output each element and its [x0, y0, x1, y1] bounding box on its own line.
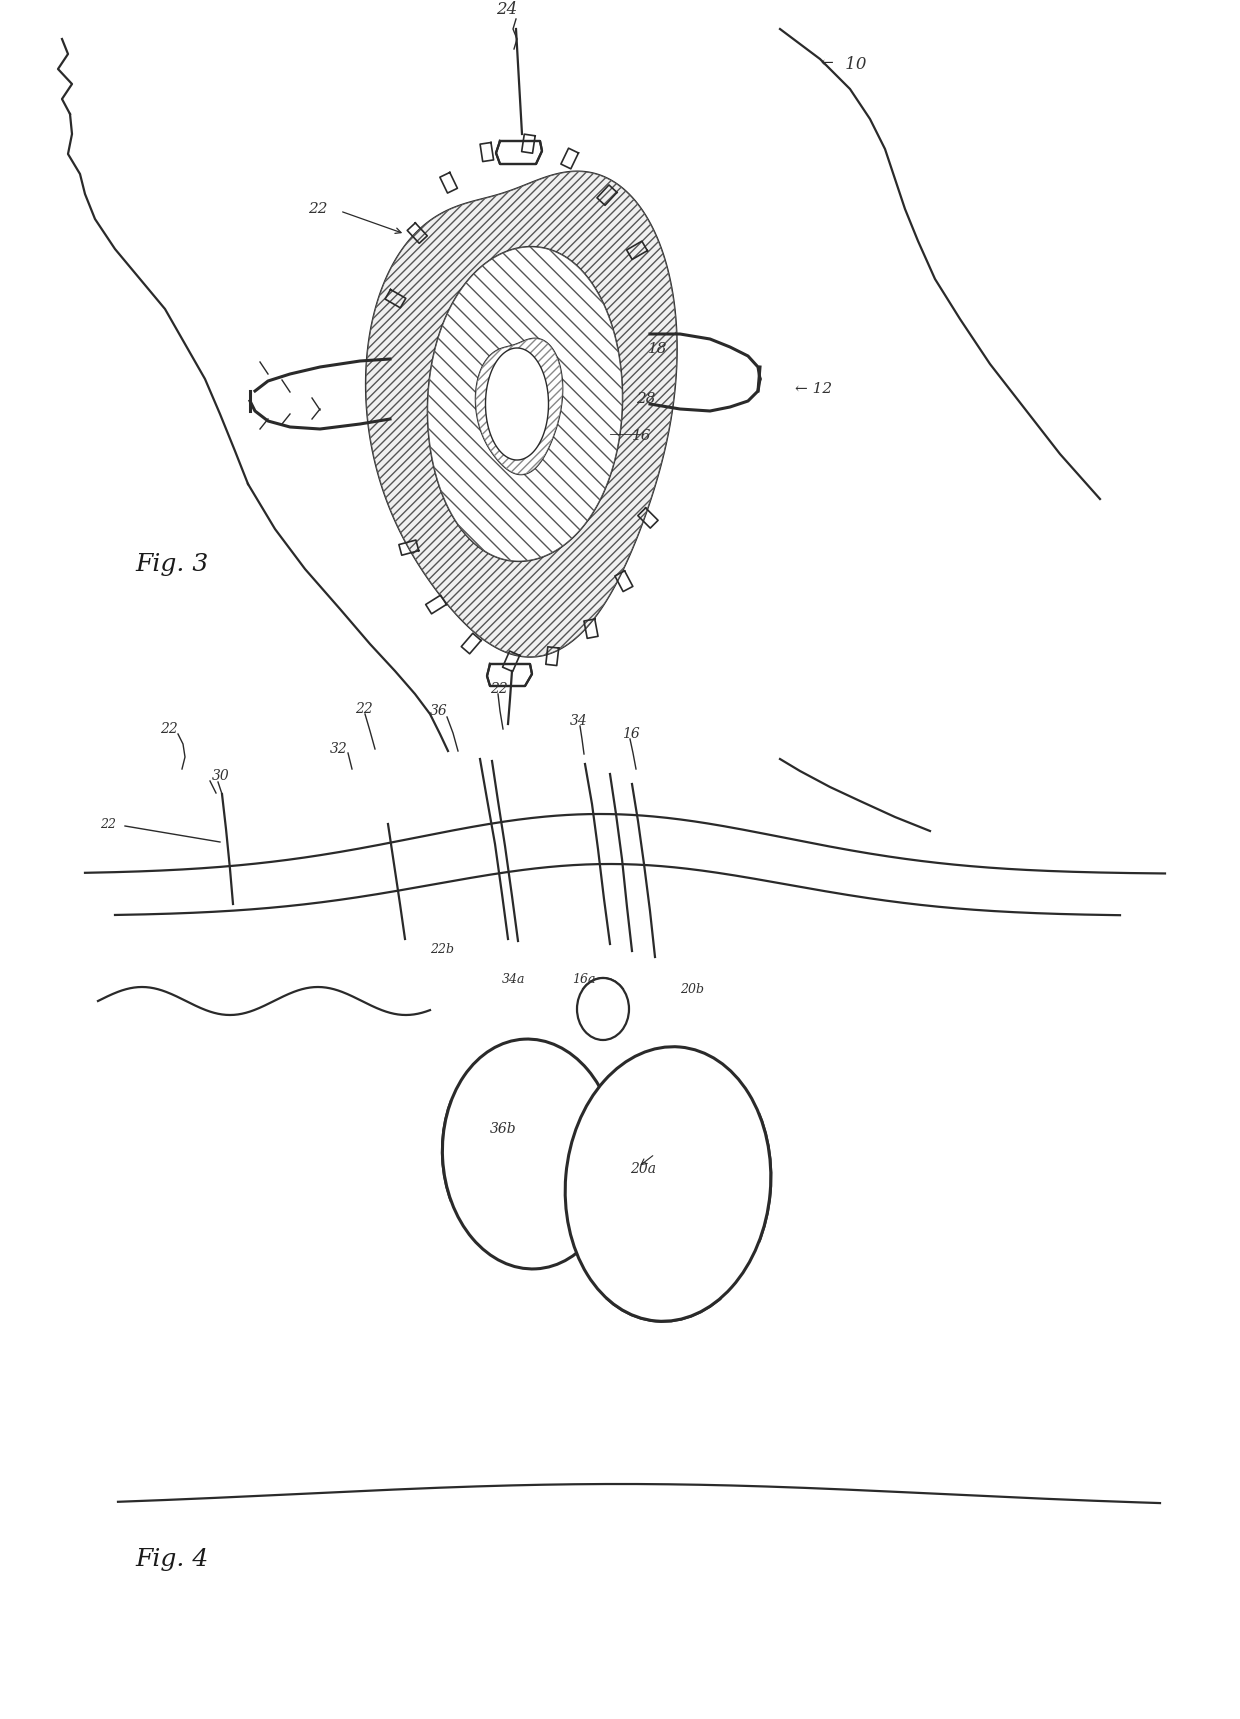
- Text: 22: 22: [100, 818, 117, 830]
- Ellipse shape: [565, 1047, 771, 1322]
- Text: 34a: 34a: [502, 973, 526, 985]
- Polygon shape: [486, 347, 548, 461]
- Text: 20b: 20b: [680, 983, 704, 995]
- Ellipse shape: [577, 978, 629, 1040]
- Polygon shape: [476, 339, 562, 474]
- Text: 10: 10: [839, 55, 867, 72]
- Polygon shape: [428, 248, 622, 560]
- Text: 32: 32: [330, 743, 347, 756]
- Polygon shape: [496, 141, 542, 163]
- Text: 22: 22: [490, 682, 507, 696]
- Text: 34: 34: [570, 713, 588, 729]
- Text: 28: 28: [636, 392, 656, 406]
- Ellipse shape: [565, 1047, 771, 1322]
- Text: 22b: 22b: [430, 942, 454, 956]
- Text: Fig. 4: Fig. 4: [135, 1547, 208, 1571]
- Text: 18: 18: [649, 342, 667, 356]
- Text: 36: 36: [430, 705, 448, 719]
- Text: Fig. 3: Fig. 3: [135, 552, 208, 576]
- Polygon shape: [476, 339, 562, 474]
- Text: ← 12: ← 12: [795, 382, 832, 395]
- Text: ←: ←: [820, 57, 833, 70]
- Polygon shape: [428, 248, 622, 560]
- Polygon shape: [366, 172, 677, 657]
- Text: 30: 30: [212, 768, 229, 782]
- Text: 16: 16: [632, 430, 651, 444]
- Text: 16a: 16a: [572, 973, 595, 985]
- Polygon shape: [366, 172, 677, 657]
- Text: 16: 16: [622, 727, 640, 741]
- Text: 22: 22: [355, 701, 373, 717]
- Text: 22: 22: [160, 722, 177, 736]
- Ellipse shape: [443, 1038, 618, 1269]
- Ellipse shape: [577, 978, 629, 1040]
- Ellipse shape: [443, 1038, 618, 1269]
- FancyBboxPatch shape: [450, 988, 760, 1300]
- Text: 22: 22: [308, 203, 327, 217]
- Text: 36b: 36b: [490, 1123, 517, 1136]
- Text: 24: 24: [496, 0, 517, 17]
- Text: 20a: 20a: [630, 1162, 656, 1176]
- Polygon shape: [487, 664, 532, 686]
